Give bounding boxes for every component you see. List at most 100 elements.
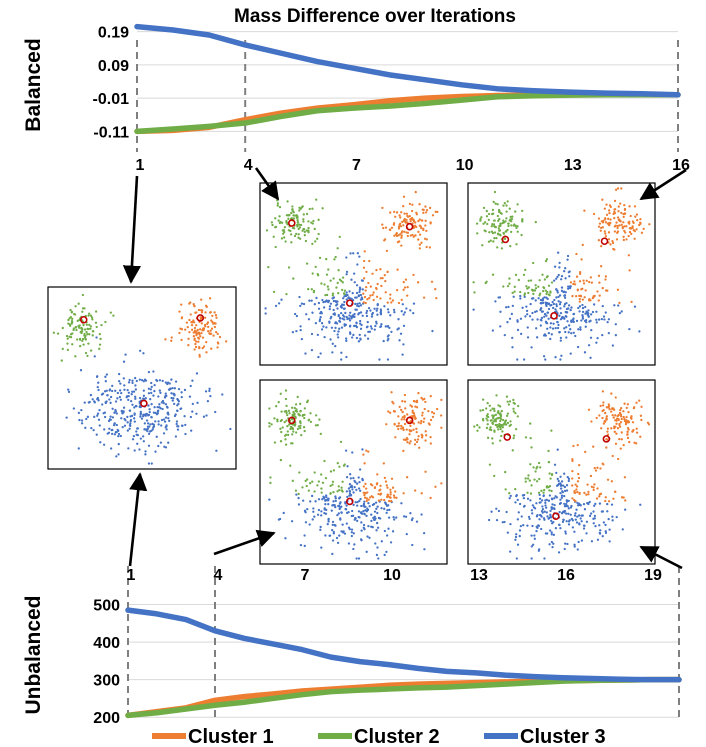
scatter-point	[541, 299, 545, 302]
scatter-point	[307, 489, 310, 492]
scatter-point	[345, 256, 348, 259]
scatter-point	[333, 258, 336, 261]
scatter-point	[403, 220, 406, 223]
scatter-point	[375, 309, 378, 312]
scatter-point	[415, 440, 419, 444]
scatter-point	[512, 437, 515, 440]
scatter-point	[403, 286, 407, 289]
scatter-point	[331, 529, 334, 532]
scatter-point	[351, 488, 354, 491]
scatter-point	[561, 520, 565, 524]
scatter-point	[193, 348, 196, 351]
scatter-point	[284, 537, 287, 540]
scatter-point	[393, 422, 396, 426]
scatter-point	[419, 422, 423, 425]
scatter-point	[537, 461, 541, 465]
scatter-point	[153, 384, 156, 387]
scatter-point	[166, 406, 169, 409]
scatter-point	[516, 320, 519, 323]
scatter-point	[327, 300, 330, 304]
scatter-point	[559, 336, 563, 340]
scatter-point	[590, 281, 594, 284]
scatter-point	[362, 510, 365, 513]
scatter-point	[300, 206, 304, 209]
scatter-point	[489, 426, 492, 429]
scatter-point	[77, 325, 80, 328]
scatter-point	[490, 510, 493, 513]
scatter-point	[338, 496, 342, 499]
scatter-point	[291, 433, 294, 436]
scatter-point	[530, 346, 533, 349]
scatter-point	[548, 529, 552, 532]
scatter-point	[339, 506, 342, 509]
scatter-point	[134, 384, 137, 387]
scatter-point	[150, 429, 153, 432]
scatter-point	[539, 514, 543, 517]
scatter-point	[602, 422, 606, 425]
scatter-point	[200, 298, 203, 301]
scatter-point	[345, 504, 348, 507]
scatter-point	[208, 387, 211, 390]
scatter-point	[98, 332, 101, 336]
scatter-point	[298, 237, 302, 240]
scatter-point	[332, 491, 335, 494]
scatter-point	[365, 326, 369, 329]
scatter-point	[515, 226, 518, 230]
scatter-point	[320, 546, 323, 549]
scatter-point	[602, 219, 605, 222]
scatter-point	[559, 311, 563, 315]
scatter-point	[549, 326, 552, 329]
scatter-point	[404, 278, 408, 281]
scatter-point	[598, 414, 601, 417]
scatter-point	[153, 389, 156, 393]
scatter-point	[623, 476, 627, 479]
scatter-point	[296, 427, 300, 431]
scatter-point	[566, 258, 569, 261]
scatter-point	[491, 422, 495, 425]
scatter-point	[365, 309, 369, 313]
scatter-point	[502, 219, 505, 222]
scatter-point	[491, 442, 494, 445]
scatter-point	[544, 501, 547, 505]
scatter-point	[538, 477, 541, 481]
scatter-point	[124, 353, 127, 356]
scatter-point	[127, 398, 130, 402]
scatter-point	[423, 417, 426, 420]
scatter-point	[400, 310, 403, 313]
scatter-point	[623, 402, 626, 405]
scatter-point	[420, 241, 423, 244]
scatter-point	[622, 415, 625, 419]
scatter-point	[316, 333, 320, 337]
scatter-point	[569, 328, 572, 331]
scatter-point	[484, 221, 487, 224]
scatter-point	[111, 432, 114, 436]
scatter-point	[522, 497, 526, 500]
scatter-point	[503, 520, 506, 524]
scatter-point	[613, 248, 616, 251]
scatter-point	[374, 324, 377, 328]
scatter-point	[165, 424, 168, 427]
scatter-point	[559, 487, 563, 490]
scatter-point	[415, 520, 419, 523]
scatter-point	[334, 255, 337, 259]
scatter-point	[544, 499, 547, 502]
scatter-point	[291, 427, 295, 430]
scatter-point	[588, 280, 591, 284]
scatter-point	[614, 490, 617, 493]
scatter-point	[514, 535, 518, 539]
scatter-point	[371, 484, 374, 487]
scatter-point	[311, 518, 314, 521]
scatter-point	[301, 229, 304, 232]
scatter-point	[134, 376, 137, 380]
scatter-point	[615, 419, 618, 422]
scatter-point	[303, 544, 306, 548]
scatter-point	[279, 419, 282, 423]
scatter-point	[293, 406, 296, 410]
scatter-point	[507, 403, 511, 406]
scatter-point	[412, 273, 415, 277]
scatter-point	[503, 237, 507, 241]
scatter-point	[429, 435, 432, 439]
scatter-point	[529, 279, 533, 282]
scatter-point	[414, 221, 417, 224]
scatter-point	[304, 511, 307, 514]
